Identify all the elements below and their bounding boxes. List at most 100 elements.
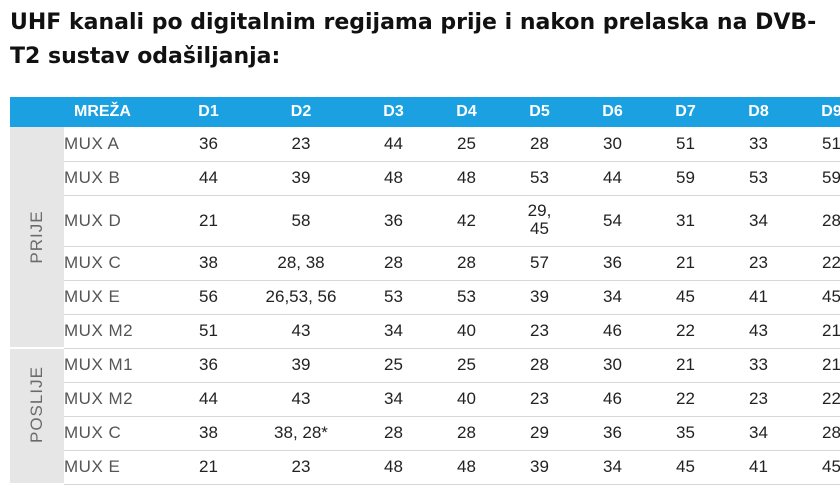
channel-cell: 36 [357, 195, 430, 247]
channel-cell: 21 [795, 348, 840, 383]
channel-cell: 28 [430, 416, 503, 451]
channel-cell: 28 [430, 246, 503, 281]
channel-cell: 28 [795, 416, 840, 451]
channel-cell: 26,53, 56 [245, 280, 357, 315]
channel-cell: 35 [649, 416, 722, 451]
table-row: POSLIJE MUX M1 36 39 25 25 28 30 21 33 21 [10, 348, 840, 485]
channel-cell: 38, 28* [245, 416, 357, 451]
group-label: PRIJE [27, 210, 46, 264]
channel-cell: 53 [503, 161, 576, 196]
channel-cell: 29 [503, 416, 576, 451]
table-row: MUX M2 44 43 34 40 23 46 22 23 22 [10, 382, 840, 417]
channel-cell: 36 [172, 348, 245, 383]
network-name-cell: MUX B [64, 161, 172, 196]
channel-cell: 45 [795, 280, 840, 315]
network-name-cell: MUX A [64, 127, 172, 162]
channel-cell: 23 [722, 246, 795, 281]
channel-cell: 28, 38 [245, 246, 357, 281]
channel-cell: 38 [172, 416, 245, 451]
channel-cell: 39 [245, 348, 357, 383]
channel-cell: 28 [503, 127, 576, 162]
header-d7: D7 [649, 97, 722, 127]
channel-cell: 51 [795, 127, 840, 162]
channel-cell: 33 [722, 127, 795, 162]
group-label: POSLIJE [27, 366, 46, 443]
header-group-cell [10, 97, 64, 127]
channel-cell: 39 [503, 450, 576, 485]
channel-cell: 40 [430, 382, 503, 417]
channel-cell: 43 [245, 382, 357, 417]
channel-cell: 36 [172, 127, 245, 162]
channel-cell: 48 [430, 161, 503, 196]
channel-cell: 51 [649, 127, 722, 162]
channel-cell: 40 [430, 314, 503, 349]
channel-cell: 21 [649, 348, 722, 383]
network-name-cell: MUX E [64, 280, 172, 315]
header-d2: D2 [245, 97, 357, 127]
channel-cell: 59 [795, 161, 840, 196]
channel-cell: 48 [430, 450, 503, 485]
channel-cell: 43 [722, 314, 795, 349]
channel-cell: 44 [172, 382, 245, 417]
channel-cell: 38 [172, 246, 245, 281]
channel-cell: 54 [576, 195, 649, 247]
two-line-value: 29, 45 [527, 201, 552, 238]
channel-cell: 34 [722, 416, 795, 451]
channel-cell: 45 [795, 450, 840, 485]
channel-cell: 28 [357, 246, 430, 281]
channel-cell: 21 [649, 246, 722, 281]
page-title: UHF kanali po digitalnim regijama prije … [10, 10, 817, 69]
channel-cell: 28 [503, 348, 576, 383]
header-d3: D3 [357, 97, 430, 127]
table-row: MUX E 21 23 48 48 39 34 45 41 45 [10, 450, 840, 485]
header-d1: D1 [172, 97, 245, 127]
channel-cell: 45 [649, 450, 722, 485]
channel-cell: 31 [649, 195, 722, 247]
channel-cell: 22 [795, 246, 840, 281]
channel-cell: 33 [722, 348, 795, 383]
network-name-cell: MUX C [64, 246, 172, 281]
channel-cell: 59 [649, 161, 722, 196]
channel-cell: 21 [172, 195, 245, 247]
channel-cell: 29, 45 [503, 195, 576, 247]
channel-cell: 22 [649, 382, 722, 417]
channel-cell: 48 [357, 450, 430, 485]
channel-cell: 30 [576, 127, 649, 162]
channel-cell: 48 [357, 161, 430, 196]
channel-cell: 23 [503, 382, 576, 417]
channel-cell: 39 [503, 280, 576, 315]
channel-cell: 41 [722, 280, 795, 315]
channel-cell: 34 [357, 314, 430, 349]
network-name-cell: MUX M1 [64, 348, 172, 383]
channel-cell: 39 [245, 161, 357, 196]
table-row: MUX D 21 58 36 42 29, 45 54 31 34 28 [10, 195, 840, 247]
channel-cell: 44 [576, 161, 649, 196]
channel-cell: 53 [430, 280, 503, 315]
channel-cell: 44 [357, 127, 430, 162]
table-row: MUX B 44 39 48 48 53 44 59 53 59 [10, 161, 840, 196]
header-d5: D5 [503, 97, 576, 127]
channel-cell: 51 [172, 314, 245, 349]
header-d6: D6 [576, 97, 649, 127]
channel-cell: 28 [795, 195, 840, 247]
channel-cell: 22 [649, 314, 722, 349]
channel-cell: 21 [795, 314, 840, 349]
channel-cell: 28 [357, 416, 430, 451]
channel-cell: 53 [722, 161, 795, 196]
table-row: PRIJE MUX A 36 23 44 25 28 30 51 33 51 [10, 127, 840, 349]
channel-cell: 30 [576, 348, 649, 383]
channel-cell: 25 [430, 348, 503, 383]
table-row: MUX C 38 38, 28* 28 28 29 36 35 34 28 [10, 416, 840, 451]
group-label-cell: POSLIJE [10, 348, 64, 485]
channel-cell: 46 [576, 314, 649, 349]
channel-cell: 23 [245, 450, 357, 485]
channel-cell: 25 [357, 348, 430, 383]
channel-cell: 23 [503, 314, 576, 349]
network-name-cell: MUX M2 [64, 382, 172, 417]
channel-cell: 41 [722, 450, 795, 485]
channel-table: MREŽA D1 D2 D3 D4 D5 D6 D7 D8 D9 PRIJE MU… [10, 97, 840, 485]
network-name-cell: MUX E [64, 450, 172, 485]
table-row: MUX M2 51 43 34 40 23 46 22 43 21 [10, 314, 840, 349]
channel-cell: 34 [722, 195, 795, 247]
channel-cell: 44 [172, 161, 245, 196]
